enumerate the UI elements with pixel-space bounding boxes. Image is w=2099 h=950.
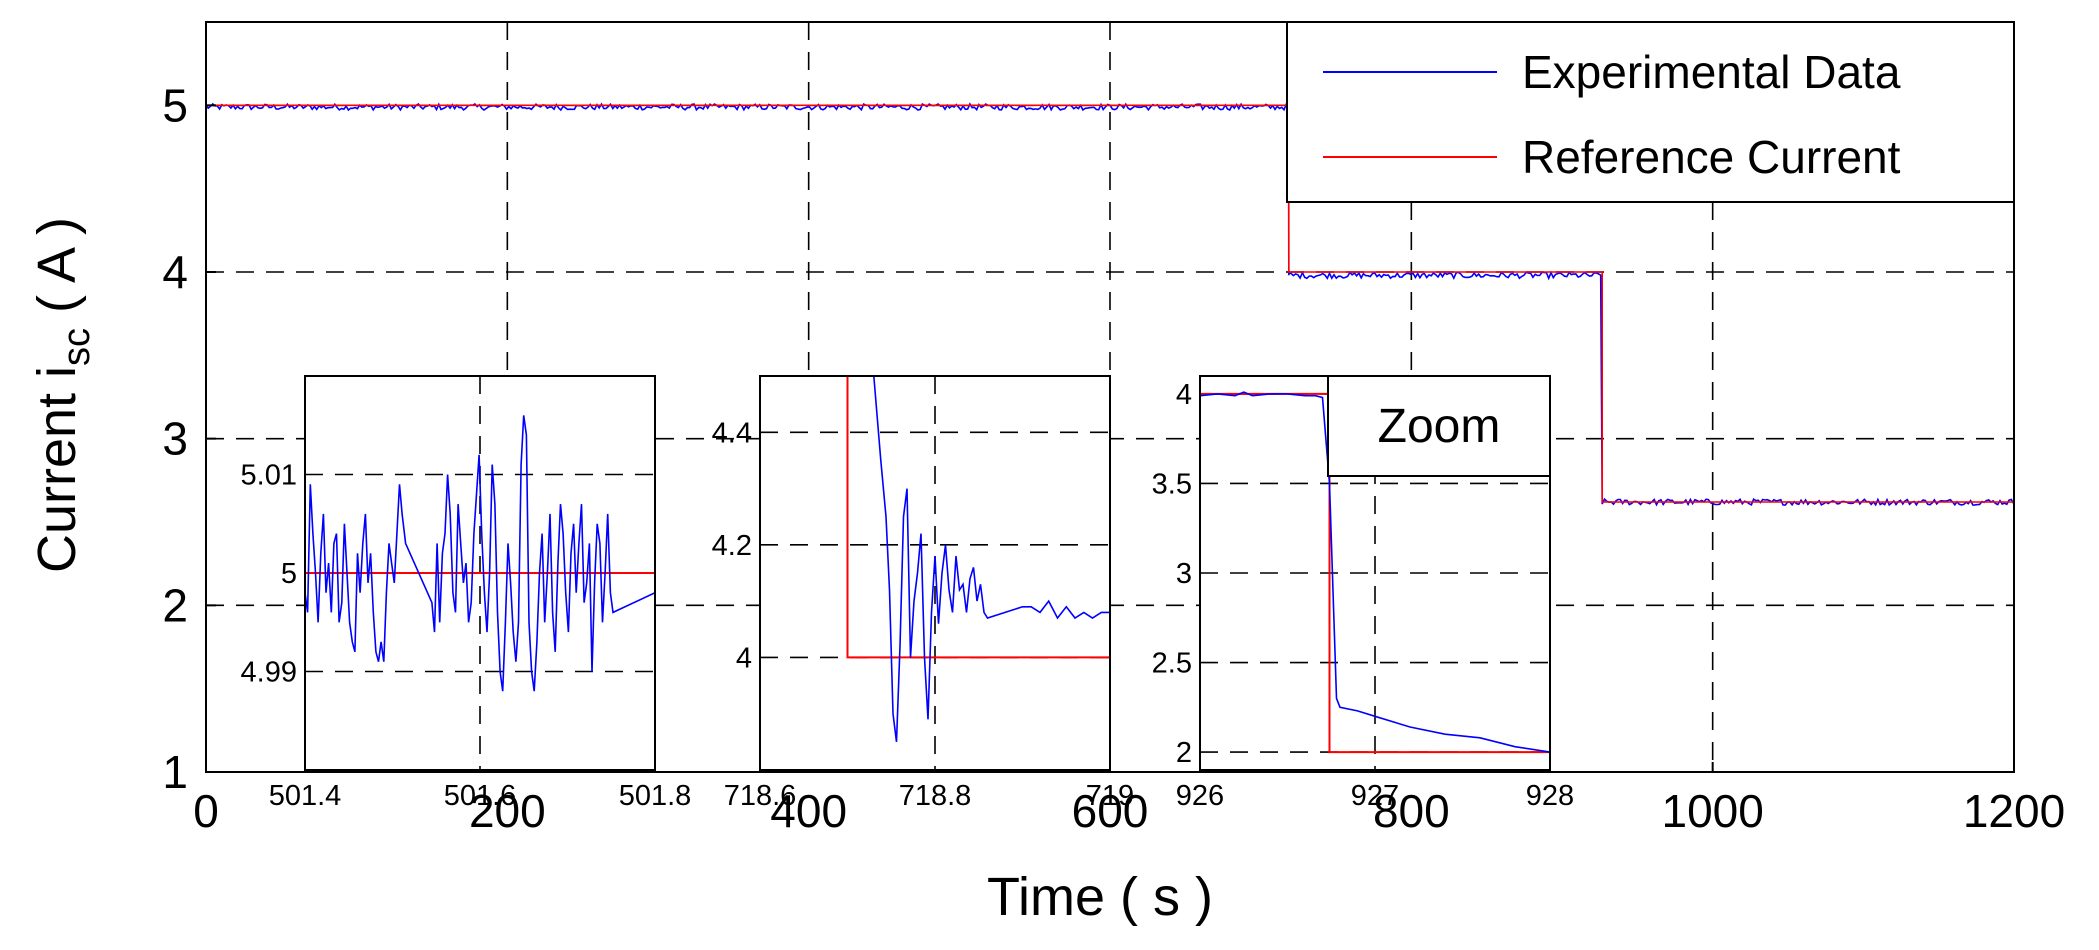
inset-y-tick-label: 3 <box>1176 558 1192 590</box>
legend-label-reference: Reference Current <box>1522 131 1901 183</box>
main-y-tick-label: 4 <box>162 246 188 298</box>
main-x-tick-label: 0 <box>193 785 219 837</box>
x-axis-label: Time ( s ) <box>987 867 1213 927</box>
main-y-tick-label: 5 <box>162 79 188 131</box>
inset-series-experimental <box>305 415 655 692</box>
inset-x-tick-label: 927 <box>1351 780 1399 812</box>
zoom-label: Zoom <box>1378 400 1501 453</box>
inset-series-experimental <box>1200 391 1550 753</box>
main-y-tick-label: 3 <box>162 413 188 465</box>
main-plot-frame <box>205 21 2015 773</box>
inset-y-tick-label: 5 <box>281 558 297 590</box>
main-x-tick-label: 1200 <box>1963 785 2065 837</box>
y-axis-label-unit: ( A ) <box>27 217 87 328</box>
inset-x-tick-label: 718.8 <box>899 780 972 812</box>
insets: 501.4 501.6 501.8 4.99 5 5.01 718.6 718.8 719 4 4.… <box>241 375 1574 812</box>
y-axis-label-main: Current i <box>27 366 87 573</box>
main-series <box>205 102 2015 507</box>
main-series-experimental <box>205 102 2015 507</box>
main-x-tick-label: 800 <box>1373 785 1450 837</box>
inset-series-experimental <box>873 376 1110 742</box>
inset-y-tick-label: 3.5 <box>1152 468 1192 500</box>
inset-y-tick-label: 4.99 <box>241 657 297 689</box>
legend-box <box>1286 21 2015 203</box>
inset-series <box>1200 391 1550 754</box>
inset-x-tick-label: 501.4 <box>269 780 342 812</box>
inset-x-tick-label: 719 <box>1086 780 1134 812</box>
main-ticks: 0 200 400 600 800 1000 1200 1 2 3 4 5 <box>162 79 2065 837</box>
inset-y-tick-label: 4.2 <box>712 530 752 562</box>
inset-frame <box>759 375 1111 771</box>
inset-series-reference <box>846 376 1110 659</box>
inset-y-tick-label: 2 <box>1176 737 1192 769</box>
main-x-tick-label: 400 <box>770 785 847 837</box>
legend-label-experimental: Experimental Data <box>1522 46 1901 98</box>
inset-frame <box>304 375 656 771</box>
main-x-tick-label: 200 <box>469 785 546 837</box>
y-axis-label: Current isc ( A ) <box>27 217 98 573</box>
inset-x-tick-label: 501.6 <box>444 780 517 812</box>
inset-3: 926 927 928 2 2.5 3 3.5 4 Zoom <box>1152 375 1574 812</box>
inset-y-tick-label: 5.01 <box>241 460 297 492</box>
inset-x-tick-label: 718.6 <box>724 780 797 812</box>
inset-series <box>305 415 655 692</box>
inset-y-tick-label: 2.5 <box>1152 648 1192 680</box>
inset-y-tick-label: 4 <box>736 642 752 674</box>
inset-x-tick-label: 928 <box>1526 780 1574 812</box>
zoom-label-box <box>1327 375 1551 477</box>
inset-series <box>846 376 1110 742</box>
main-y-tick-label: 1 <box>162 746 188 798</box>
main-x-tick-label: 1000 <box>1661 785 1763 837</box>
main-y-tick-label: 2 <box>162 579 188 631</box>
main-series-reference <box>206 104 2014 503</box>
inset-x-tick-label: 926 <box>1176 780 1224 812</box>
legend: Experimental Data Reference Current <box>1286 21 2015 203</box>
inset-y-tick-label: 4 <box>1176 379 1192 411</box>
inset-y-tick-label: 4.4 <box>712 417 752 449</box>
inset-x-tick-label: 501.8 <box>619 780 692 812</box>
inset-2: 718.6 718.8 719 4 4.2 4.4 <box>712 375 1134 812</box>
y-axis-label-subscript: sc <box>56 328 98 366</box>
main-x-tick-label: 600 <box>1072 785 1149 837</box>
inset-1: 501.4 501.6 501.8 4.99 5 5.01 <box>241 375 692 812</box>
